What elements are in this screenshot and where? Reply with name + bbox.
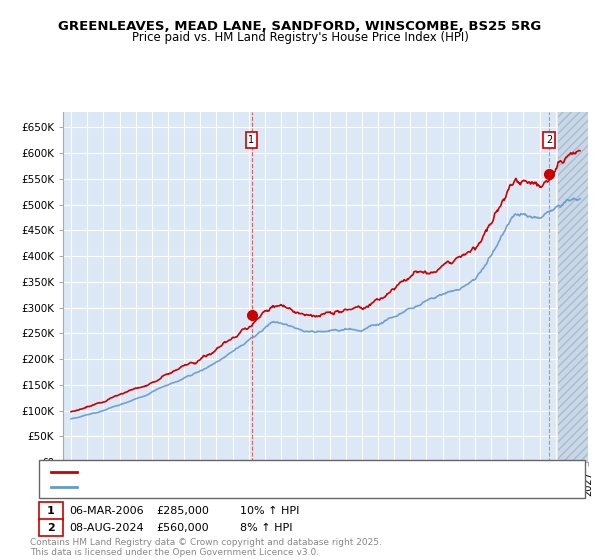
Text: HPI: Average price, detached house, North Somerset: HPI: Average price, detached house, Nort… <box>81 483 356 492</box>
Text: 1: 1 <box>248 135 254 145</box>
Text: Contains HM Land Registry data © Crown copyright and database right 2025.
This d: Contains HM Land Registry data © Crown c… <box>30 538 382 557</box>
Bar <box>559 112 596 462</box>
Bar <box>559 112 596 462</box>
Text: £285,000: £285,000 <box>156 506 209 516</box>
Text: 2: 2 <box>546 135 553 145</box>
Text: Price paid vs. HM Land Registry's House Price Index (HPI): Price paid vs. HM Land Registry's House … <box>131 31 469 44</box>
Text: 06-MAR-2006: 06-MAR-2006 <box>69 506 143 516</box>
Text: GREENLEAVES, MEAD LANE, SANDFORD, WINSCOMBE, BS25 5RG: GREENLEAVES, MEAD LANE, SANDFORD, WINSCO… <box>58 20 542 32</box>
Text: 08-AUG-2024: 08-AUG-2024 <box>69 522 143 533</box>
Text: 2: 2 <box>47 522 55 533</box>
Text: GREENLEAVES, MEAD LANE, SANDFORD, WINSCOMBE, BS25 5RG (detached house): GREENLEAVES, MEAD LANE, SANDFORD, WINSCO… <box>81 467 515 477</box>
Text: £560,000: £560,000 <box>156 522 209 533</box>
Text: 10% ↑ HPI: 10% ↑ HPI <box>240 506 299 516</box>
Text: 1: 1 <box>47 506 55 516</box>
Text: 8% ↑ HPI: 8% ↑ HPI <box>240 522 293 533</box>
